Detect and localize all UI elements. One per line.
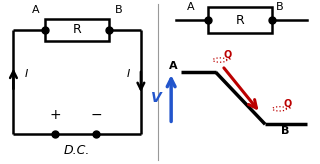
Text: B: B bbox=[276, 2, 283, 12]
Text: I: I bbox=[25, 69, 28, 79]
Text: B: B bbox=[115, 5, 122, 15]
Text: V: V bbox=[151, 91, 162, 105]
Text: Q: Q bbox=[283, 98, 292, 108]
Text: Q: Q bbox=[224, 49, 232, 59]
Text: R: R bbox=[235, 14, 244, 27]
Text: A: A bbox=[32, 5, 40, 15]
Bar bbox=[208, 7, 271, 33]
Text: A: A bbox=[169, 61, 178, 71]
Text: +: + bbox=[49, 108, 61, 122]
Text: B: B bbox=[281, 126, 290, 136]
Text: D.C.: D.C. bbox=[64, 144, 90, 157]
Text: I: I bbox=[126, 69, 130, 79]
Text: R: R bbox=[73, 23, 82, 36]
Text: A: A bbox=[187, 2, 194, 12]
Text: −: − bbox=[91, 108, 102, 122]
Bar bbox=[45, 19, 109, 41]
